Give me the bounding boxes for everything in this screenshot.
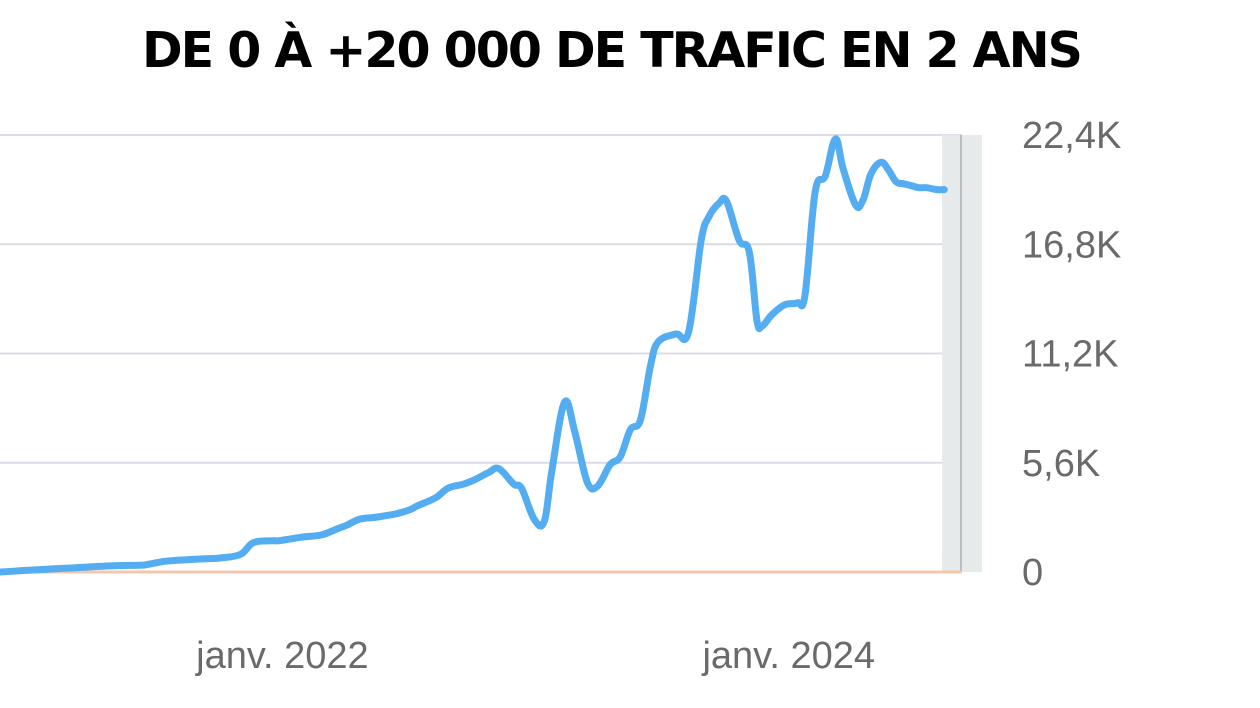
x-axis-ticks: janv. 2022 janv. 2024 [195, 635, 875, 677]
traffic-series-line [0, 135, 948, 576]
y-tick-label: 5,6K [1022, 443, 1100, 485]
y-tick-label: 22,4K [1022, 115, 1121, 157]
grid-lines [0, 134, 962, 464]
chart-title: DE 0 À +20 000 DE TRAFIC EN 2 ANS [142, 22, 1083, 79]
y-tick-label: 16,8K [1022, 224, 1121, 266]
x-tick-label: janv. 2022 [195, 635, 369, 677]
y-axis-ticks: 0 5,6K 11,2K 16,8K 22,4K [1022, 115, 1121, 594]
y-tick-label: 0 [1022, 552, 1043, 594]
x-tick-label: janv. 2024 [701, 635, 875, 677]
y-tick-label: 11,2K [1022, 334, 1118, 376]
